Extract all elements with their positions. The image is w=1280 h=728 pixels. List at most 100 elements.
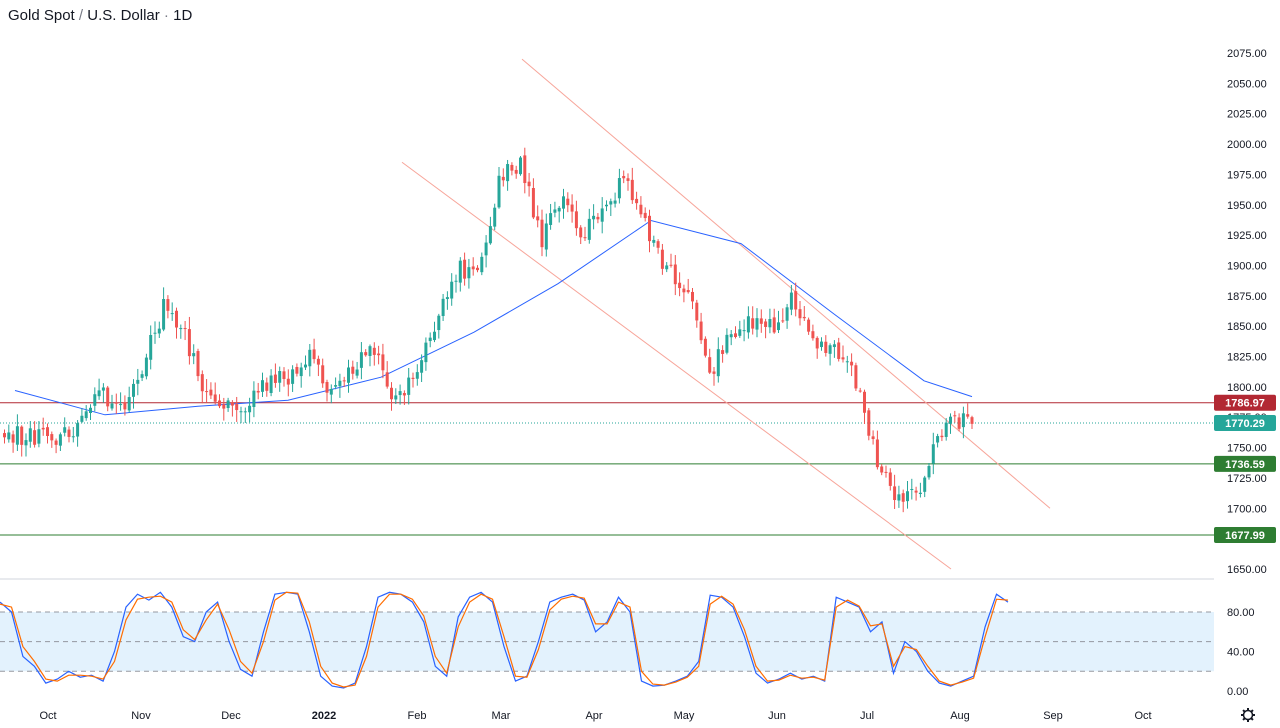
candle — [695, 299, 699, 328]
candle — [351, 360, 355, 380]
candle — [428, 332, 432, 348]
candle-body — [721, 350, 725, 354]
candle — [691, 287, 694, 310]
candle — [286, 369, 290, 397]
candle-body — [239, 411, 243, 413]
candle — [807, 317, 811, 335]
candle — [759, 309, 763, 333]
price-axis-tick: 1750.00 — [1227, 443, 1267, 455]
candle — [630, 167, 634, 204]
candle-body — [106, 387, 110, 407]
candle — [342, 376, 346, 388]
candle-body — [493, 207, 497, 227]
candle-body — [101, 387, 105, 391]
candle-body — [742, 330, 746, 332]
candle-body — [394, 395, 398, 400]
candle-body — [510, 164, 514, 171]
candle — [897, 485, 901, 508]
candle-body — [312, 349, 316, 360]
candle — [398, 384, 402, 405]
candle-body — [845, 361, 849, 363]
candle — [574, 200, 578, 236]
time-axis-tick: Oct — [1134, 710, 1151, 722]
candle-body — [729, 334, 733, 338]
candle-body — [772, 317, 776, 333]
candle-body — [63, 427, 67, 433]
candle-body — [531, 188, 535, 218]
candle — [157, 321, 161, 339]
candle — [850, 353, 854, 377]
candle-body — [398, 391, 402, 396]
candle — [506, 159, 510, 191]
descending-channel — [401, 58, 1051, 570]
time-axis-tick: Oct — [39, 710, 56, 722]
candle — [923, 475, 927, 498]
candle — [325, 379, 329, 402]
candle — [811, 324, 815, 341]
candle — [407, 368, 411, 405]
candle — [626, 173, 630, 191]
candle — [609, 198, 613, 217]
candle-body — [265, 382, 269, 391]
candle-body — [261, 380, 264, 392]
candle-body — [940, 435, 944, 438]
candle — [265, 377, 269, 397]
time-axis-tick: Sep — [1043, 710, 1063, 722]
candle-body — [686, 290, 690, 293]
candle-body — [884, 471, 888, 473]
candle — [230, 400, 234, 417]
candle — [97, 378, 101, 400]
candle — [501, 168, 505, 187]
candle — [334, 377, 338, 390]
candle-body — [639, 204, 643, 215]
candle — [110, 394, 114, 411]
candle-body — [484, 242, 488, 256]
candle — [523, 147, 527, 194]
candle-body — [213, 394, 217, 402]
candle — [424, 337, 428, 371]
candle — [304, 355, 307, 370]
candle — [678, 272, 682, 297]
candle-body — [759, 318, 763, 324]
candle — [316, 355, 320, 377]
candle-body — [746, 316, 750, 333]
stochastic-k-line — [0, 591, 1009, 689]
candle-body — [282, 371, 286, 380]
candle-body — [273, 374, 277, 383]
candle-body — [15, 426, 19, 445]
price-axis[interactable]: 1650.001675.001700.001725.001750.001775.… — [1227, 48, 1267, 698]
candle-body — [678, 282, 682, 289]
chart-title: Gold Spot / U.S. Dollar · 1D — [8, 7, 192, 24]
title-dot: · — [159, 7, 174, 24]
gear-hub — [1242, 709, 1254, 721]
candle-body — [127, 397, 131, 411]
candle-body — [617, 178, 621, 199]
candle — [411, 372, 415, 388]
candle-body — [660, 249, 664, 269]
interval-label[interactable]: 1D — [173, 7, 193, 24]
candle — [41, 417, 45, 436]
gear-icon[interactable] — [1241, 708, 1255, 722]
candle — [54, 438, 58, 454]
price-axis-tick: 1725.00 — [1227, 473, 1267, 485]
candle-body — [372, 347, 376, 355]
price-axis-tick: 1900.00 — [1227, 260, 1267, 272]
candle-body — [445, 297, 449, 300]
price-axis-tick: 1975.00 — [1227, 169, 1267, 181]
candle — [261, 372, 264, 398]
candle-body — [166, 299, 170, 311]
candle — [665, 262, 669, 273]
candle — [433, 321, 436, 343]
candle — [622, 170, 626, 184]
candle-body — [41, 427, 45, 430]
channel-lower-line — [401, 161, 952, 570]
channel-upper-line — [521, 58, 1051, 509]
candle — [596, 213, 600, 224]
candle-body — [170, 313, 174, 315]
candle — [252, 381, 256, 418]
candle — [536, 205, 540, 228]
candle — [566, 192, 570, 213]
candle-body — [918, 492, 922, 494]
time-axis[interactable]: Oct Nov Dec 2022 Feb Mar Apr May Jun Jul Aug Sep Oct — [39, 710, 1151, 722]
